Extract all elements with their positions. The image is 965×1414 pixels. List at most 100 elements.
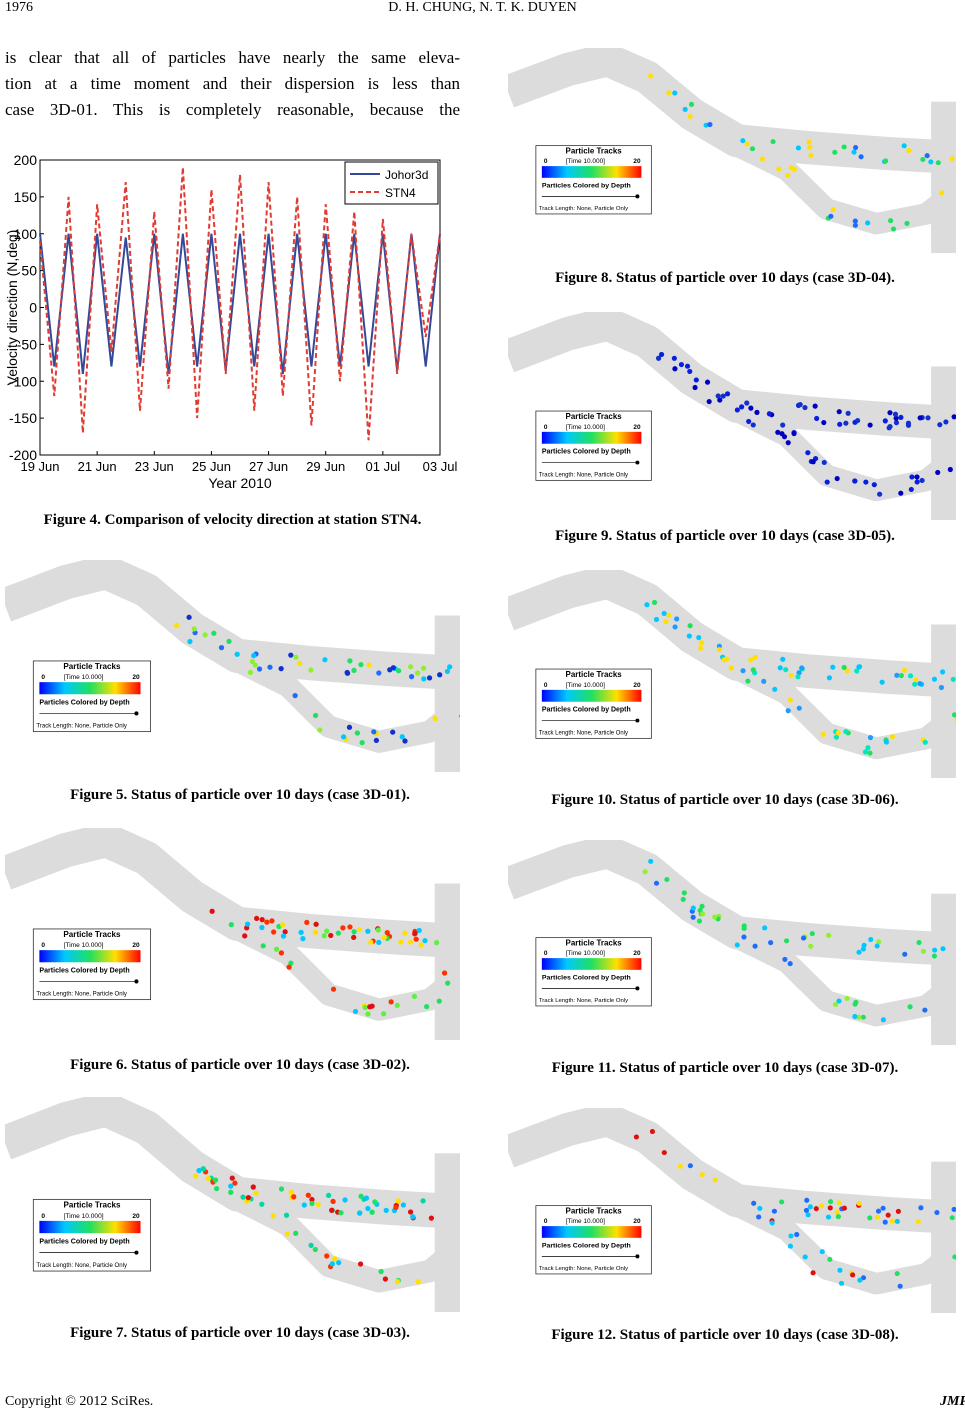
particle [174,622,180,628]
particle [644,602,650,608]
particle [882,418,888,424]
particle [836,998,842,1004]
particle [293,1230,299,1237]
particle [251,653,257,659]
legend-track: Track Length: None, Particle Only [539,1266,628,1272]
particle [357,1261,364,1267]
particle [698,645,704,651]
figure-caption: Figure 11. Status of particle over 10 da… [551,1060,899,1076]
particle [288,652,294,658]
particle [420,1198,426,1204]
particle [898,490,904,496]
map-legend: Particle Tracks 0 [Time 10.000] 20 Particles… [535,145,652,215]
particle [915,1219,921,1225]
map-legend: Particle Tracks 0 [Time 10.000] 20 Particles… [535,410,652,481]
particle [267,664,273,670]
legend-title: Particle Tracks [566,1206,623,1215]
particle [395,1198,401,1204]
particle [687,1163,693,1169]
particle [642,869,648,875]
particle [426,675,433,681]
particle [932,947,938,953]
river-branch [732,659,956,760]
particle [935,469,941,476]
particle [796,670,802,676]
particle [807,144,813,150]
particle [687,623,693,629]
particle [794,1232,800,1238]
journal: JMP [940,1394,965,1409]
particle [909,474,915,480]
x-tick-label: 23 Jun [135,459,174,474]
legend-max: 20 [633,158,641,165]
particle [841,664,847,670]
particle [304,919,310,926]
particle [922,1007,928,1013]
particle [916,939,922,946]
particle-map: Particle Tracks 0 [Time 10.000] 20 Particles… [5,828,460,1040]
particle [852,478,858,484]
particle [830,664,836,670]
particle [284,1231,290,1237]
particle [824,479,830,485]
track-dot [635,194,640,199]
particle [868,937,874,943]
particle [362,1004,368,1011]
y-axis-label: Velocity direction (N,deg) [5,230,20,386]
legend-track: Track Length: None, Particle Only [36,992,128,998]
series-line [39,233,441,374]
particle [245,1194,252,1201]
colorbar [541,958,642,970]
particle [860,946,866,952]
particle [951,712,956,718]
particle [328,932,334,939]
particle [898,414,904,420]
figure-caption: Figure 8. Status of particle over 10 day… [555,270,895,286]
running-head: D. H. CHUNG, N. T. K. DUYEN [388,0,577,15]
particle [664,876,670,883]
river-end [434,615,460,772]
particle [359,740,365,746]
body-line: case 3D-01. This is completely reasonabl… [5,100,460,119]
particle [649,1129,656,1135]
legend-time: [Time 10.000] [566,1218,605,1225]
legend-frame [535,1205,652,1275]
particle [658,351,665,358]
x-tick-label: 29 Jun [306,459,345,474]
particle [851,149,857,155]
particle [347,924,353,930]
particle [865,745,871,751]
particle [286,964,292,970]
particle [750,422,756,428]
particle [913,677,919,683]
particle [344,669,350,676]
particle [402,738,408,744]
particle [952,1254,956,1260]
particle [783,938,790,944]
particle [751,1200,757,1206]
particle [749,146,756,152]
particle [384,929,390,936]
particle [400,1202,407,1208]
particle [954,717,956,723]
particle [856,664,862,670]
particle [862,749,868,755]
particle [892,411,899,417]
legend-title: Particle Tracks [566,938,623,947]
figure-caption: Figure 4. Comparison of velocity directi… [43,512,422,528]
particle [785,708,791,714]
particle [874,943,880,949]
legend-frame [32,1198,152,1272]
particle [696,918,703,924]
map-legend: Particle Tracks 0 [Time 10.000] 20 Particles… [535,937,652,1007]
legend-time: [Time 10.000] [566,158,605,165]
particle [672,90,678,96]
particle [396,668,402,674]
particle [905,420,912,426]
particle [724,391,731,397]
legend-subtitle: Particles Colored by Depth [542,975,631,982]
particle [376,939,382,946]
particle-map: Particle Tracks 0 [Time 10.000] 20 Particles… [5,560,460,772]
particle [759,156,766,162]
particle [250,1184,256,1190]
